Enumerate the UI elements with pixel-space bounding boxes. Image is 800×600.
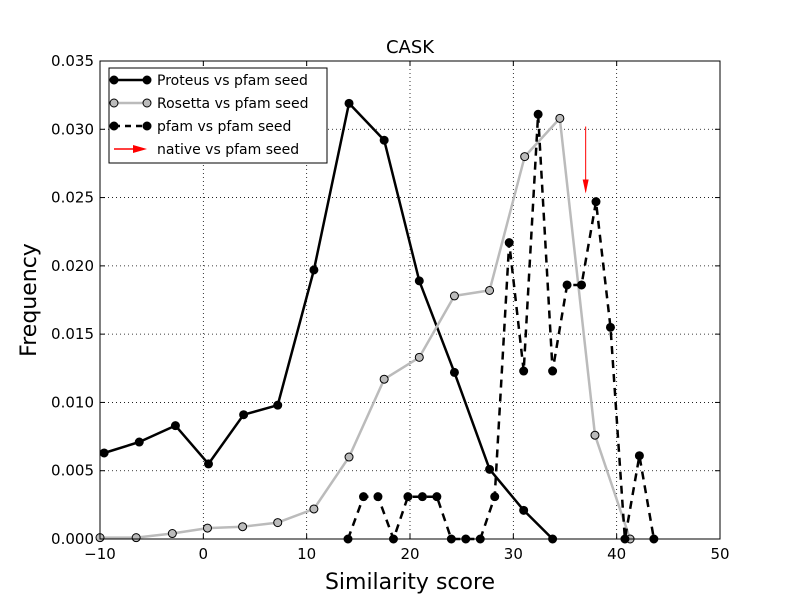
legend-label: native vs pfam seed xyxy=(157,142,299,158)
data-point xyxy=(309,504,319,514)
data-point xyxy=(202,523,212,533)
data-point xyxy=(605,322,615,332)
data-point xyxy=(403,492,413,502)
data-point xyxy=(344,98,354,108)
data-point xyxy=(449,291,459,301)
x-tick-label: 50 xyxy=(710,545,729,563)
legend-entry-native-vs-pfam-seed: native vs pfam seed xyxy=(114,142,299,158)
legend-label: Rosetta vs pfam seed xyxy=(157,96,309,112)
x-tick-label: 20 xyxy=(400,545,419,563)
legend-marker xyxy=(142,98,152,108)
x-tick-label: 40 xyxy=(607,545,626,563)
data-point xyxy=(99,448,109,458)
y-tick-label: 0.015 xyxy=(51,325,94,343)
x-tick-label: −10 xyxy=(84,545,116,563)
y-tick-label: 0.035 xyxy=(51,52,94,70)
legend-marker xyxy=(142,75,152,85)
data-point xyxy=(519,366,529,376)
data-point xyxy=(238,522,248,532)
legend-label: Proteus vs pfam seed xyxy=(157,73,308,89)
x-tick-label: 10 xyxy=(297,545,316,563)
data-point xyxy=(379,135,389,145)
legend-marker xyxy=(109,98,119,108)
data-point xyxy=(414,276,424,286)
data-point xyxy=(548,366,558,376)
y-tick-label: 0.020 xyxy=(51,257,94,275)
y-axis-label: Frequency xyxy=(17,243,42,357)
y-tick-label: 0.005 xyxy=(51,462,94,480)
y-tick-label: 0.030 xyxy=(51,120,94,138)
data-point xyxy=(373,492,383,502)
legend-arrow-head xyxy=(133,145,147,153)
data-point xyxy=(590,430,600,440)
data-point xyxy=(520,152,530,162)
series-native-vs-pfam-seed xyxy=(582,126,589,194)
data-point xyxy=(359,492,368,502)
axes: −10 0 10 20 30 40 50 0.000 0.005 0.010 0.015 0.020 0… xyxy=(51,52,730,563)
legend-entry-rosetta-vs-pfam-seed: Rosetta vs pfam seed xyxy=(109,96,309,112)
data-point xyxy=(490,492,500,502)
x-tick-label: 0 xyxy=(199,545,209,563)
legend-marker xyxy=(109,75,119,85)
data-point xyxy=(309,265,319,275)
data-point xyxy=(577,280,587,290)
data-point xyxy=(414,352,424,362)
data-point xyxy=(344,452,354,462)
legend-marker xyxy=(109,121,119,131)
data-point xyxy=(555,113,565,123)
legend: Proteus vs pfam seed Rosetta vs pfam seed… xyxy=(108,67,328,164)
series-proteus-vs-pfam-seed xyxy=(99,98,558,544)
data-point xyxy=(485,285,495,295)
data-point xyxy=(131,533,141,543)
series-line xyxy=(346,113,656,541)
data-point xyxy=(504,238,514,248)
series-line xyxy=(103,102,554,540)
x-axis-label: Similarity score xyxy=(325,570,495,595)
data-point xyxy=(485,464,495,474)
y-tick-label: 0.010 xyxy=(51,393,94,411)
data-point xyxy=(417,492,427,502)
x-tick-label: 30 xyxy=(504,545,523,563)
series-line xyxy=(100,117,632,540)
data-point xyxy=(432,492,442,502)
arrow-head xyxy=(582,179,589,194)
y-tick-label: 0.025 xyxy=(51,189,94,207)
data-point xyxy=(273,518,283,528)
legend-entry-pfam-vs-pfam-seed: pfam vs pfam seed xyxy=(109,119,291,135)
legend-entry-proteus-vs-pfam-seed: Proteus vs pfam seed xyxy=(109,73,308,89)
series-rosetta-vs-pfam-seed xyxy=(95,113,635,544)
data-point xyxy=(634,451,644,461)
data-point xyxy=(449,367,459,377)
data-point xyxy=(519,505,529,515)
data-point xyxy=(170,421,180,431)
data-point xyxy=(167,529,177,539)
chart-title: CASK xyxy=(386,37,435,58)
data-point xyxy=(204,459,213,469)
data-point xyxy=(239,410,249,420)
data-point xyxy=(562,280,572,290)
y-tick-label: 0.000 xyxy=(51,530,94,548)
data-point xyxy=(591,197,601,207)
data-point xyxy=(273,400,283,410)
data-point xyxy=(379,374,389,384)
legend-marker xyxy=(142,121,152,131)
data-point xyxy=(134,437,144,447)
data-point xyxy=(533,109,543,119)
legend-label: pfam vs pfam seed xyxy=(157,119,291,135)
